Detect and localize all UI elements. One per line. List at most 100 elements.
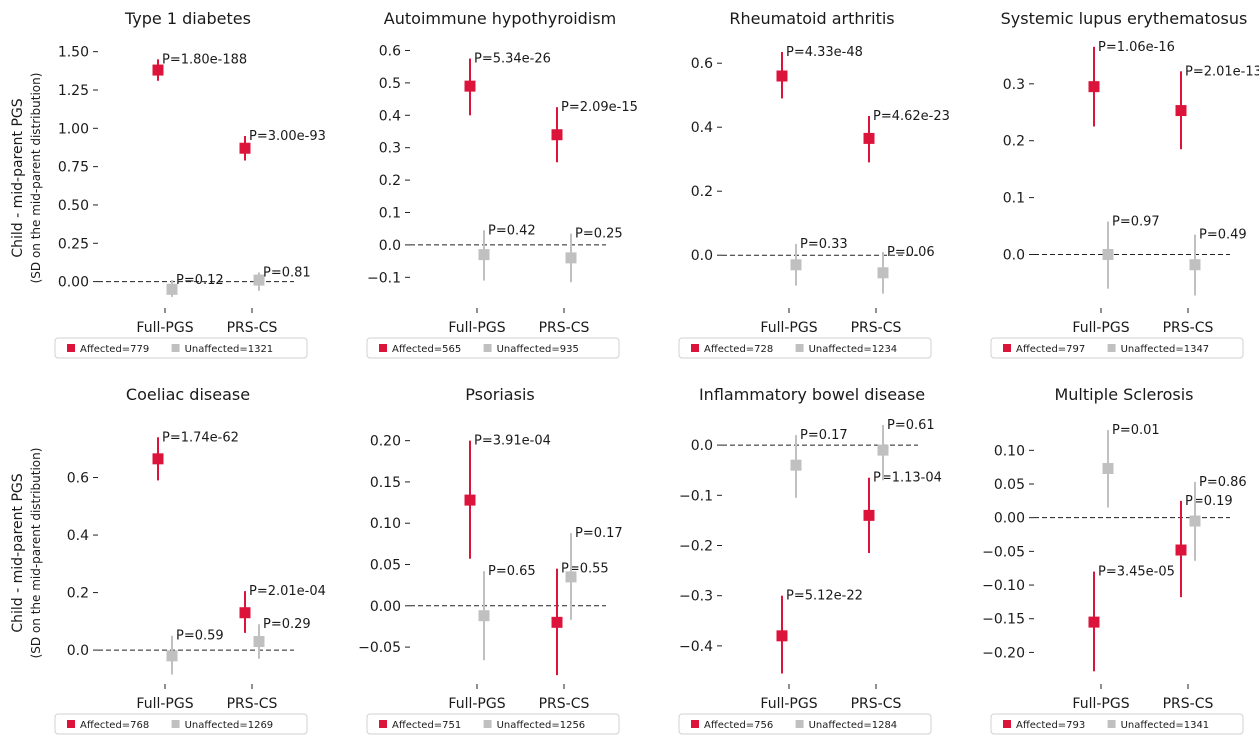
- legend-marker: [171, 344, 180, 352]
- y-axis-label-top: Child - mid-parent PGS: [10, 98, 26, 257]
- panel-title: Autoimmune hypothyroidism: [384, 9, 616, 28]
- y-tick-label: −0.05: [358, 640, 401, 656]
- y-tick-label: 0.25: [58, 236, 89, 252]
- data-point: [464, 80, 476, 92]
- legend: Affected=768 Unaffected=1269: [54, 713, 308, 735]
- y-tick-label: 1.00: [58, 121, 89, 137]
- y-tick-label: 0.0: [691, 248, 713, 264]
- y-tick-label: 0.1: [1003, 191, 1025, 207]
- panel-title: Inflammatory bowel disease: [699, 385, 925, 404]
- p-value-label: P=0.86: [1199, 475, 1247, 490]
- legend-entry: Affected=756: [704, 720, 773, 731]
- y-tick-label: 1.50: [58, 45, 89, 61]
- x-tick-label: Full-PGS: [448, 696, 505, 712]
- x-tick-label: PRS-CS: [227, 320, 278, 336]
- p-value-label: P=0.42: [488, 223, 536, 238]
- data-point: [790, 259, 802, 271]
- legend-marker: [1107, 720, 1116, 728]
- data-point: [565, 571, 577, 583]
- panel-inflammatory-bowel-disease: Inflammatory bowel disease −0.4 −0.3 −0.2 −0…: [678, 385, 942, 735]
- panel-autoimmune-hypothyroidism: Autoimmune hypothyroidism −0.1 0.0 0.1 0.2 0.…: [366, 9, 638, 359]
- legend-box: [990, 713, 1244, 735]
- y-tick-label: 0.75: [58, 160, 89, 176]
- p-value-label: P=2.01e-13: [1185, 64, 1259, 79]
- legend-marker: [1003, 344, 1011, 352]
- legend-marker: [379, 344, 387, 352]
- legend-entry: Affected=751: [392, 720, 461, 731]
- y-tick-label: 1.25: [58, 83, 89, 99]
- legend-marker: [379, 720, 387, 728]
- p-value-label: P=3.45e-05: [1098, 565, 1175, 580]
- x-tick-label: PRS-CS: [851, 696, 902, 712]
- data-point: [877, 267, 889, 279]
- panel-title: Rheumatoid arthritis: [729, 9, 894, 28]
- data-point: [239, 142, 251, 154]
- data-point: [863, 132, 875, 144]
- y-tick-label: −0.2: [679, 538, 713, 554]
- legend-marker: [691, 720, 699, 728]
- legend-entry: Affected=793: [1016, 720, 1085, 731]
- p-value-label: P=0.06: [887, 245, 935, 260]
- x-tick-label: Full-PGS: [760, 696, 817, 712]
- panel-multiple-sclerosis: Multiple Sclerosis −0.20 −0.15 −0.10 −0.05 0.…: [982, 385, 1247, 735]
- y-tick-label: 0.0: [691, 438, 713, 454]
- y-tick-label: 0.6: [67, 471, 89, 487]
- data-point: [1088, 616, 1100, 628]
- y-axis-label-bottom: Child - mid-parent PGS: [10, 473, 26, 632]
- p-value-label: P=3.00e-93: [249, 129, 326, 144]
- y-tick-label: 0.0: [67, 643, 89, 659]
- data-point: [877, 444, 889, 456]
- legend-marker: [171, 720, 180, 728]
- p-value-label: P=0.01: [1112, 423, 1160, 438]
- p-value-label: P=3.91e-04: [474, 434, 551, 449]
- panel-type-1-diabetes: Type 1 diabetes 0.00 0.25 0.50 0.75 1.00 1.25 1…: [54, 9, 326, 359]
- legend-entry: Affected=797: [1016, 344, 1085, 355]
- data-point: [239, 607, 251, 619]
- y-tick-label: 0.05: [994, 477, 1025, 493]
- x-tick-label: Full-PGS: [136, 320, 193, 336]
- p-value-label: P=4.33e-48: [786, 45, 863, 60]
- y-tick-label: 0.1: [379, 206, 401, 222]
- y-tick-label: −0.3: [679, 589, 713, 605]
- data-point: [1189, 259, 1201, 271]
- legend-entry: Affected=565: [392, 344, 461, 355]
- legend: Affected=756 Unaffected=1284: [678, 713, 932, 735]
- legend-entry: Unaffected=1347: [1121, 344, 1210, 355]
- panel-rheumatoid-arthritis: Rheumatoid arthritis 0.0 0.2 0.4 0.6 Full-PGS…: [678, 9, 950, 359]
- p-value-label: P=0.81: [263, 265, 311, 280]
- p-value-label: P=2.01e-04: [249, 584, 326, 599]
- p-value-label: P=4.62e-23: [873, 109, 950, 124]
- y-tick-label: 0.2: [379, 173, 401, 189]
- panel-title: Type 1 diabetes: [124, 9, 251, 28]
- y-tick-label: 0.00: [370, 599, 401, 615]
- p-value-label: P=5.12e-22: [786, 589, 863, 604]
- legend-marker: [483, 720, 492, 728]
- y-tick-label: 0.00: [994, 511, 1025, 527]
- data-point: [253, 635, 265, 647]
- y-tick-label: 0.4: [67, 528, 89, 544]
- p-value-label: P=0.25: [575, 227, 623, 242]
- p-value-label: P=1.74e-62: [162, 430, 239, 445]
- data-point: [478, 249, 490, 261]
- panel-coeliac-disease: Coeliac disease 0.0 0.2 0.4 0.6 Full-PGS PRS-C…: [54, 385, 326, 735]
- data-point: [152, 453, 164, 465]
- x-tick-label: PRS-CS: [1163, 320, 1214, 336]
- x-tick-label: PRS-CS: [539, 696, 590, 712]
- p-value-label: P=0.97: [1112, 214, 1160, 229]
- y-tick-label: 0.4: [691, 120, 713, 136]
- data-point: [253, 274, 265, 286]
- legend-marker: [67, 344, 75, 352]
- legend-box: [54, 337, 308, 359]
- data-point: [1102, 248, 1114, 260]
- legend-entry: Affected=768: [80, 720, 149, 731]
- legend-entry: Unaffected=935: [497, 344, 579, 355]
- data-point: [464, 494, 476, 506]
- data-point: [776, 70, 788, 82]
- data-point: [551, 129, 563, 141]
- y-tick-label: 0.5: [379, 76, 401, 92]
- p-value-label: P=0.17: [575, 526, 623, 541]
- p-value-label: P=0.29: [263, 617, 311, 632]
- data-point: [166, 283, 178, 295]
- p-value-label: P=0.19: [1185, 494, 1233, 509]
